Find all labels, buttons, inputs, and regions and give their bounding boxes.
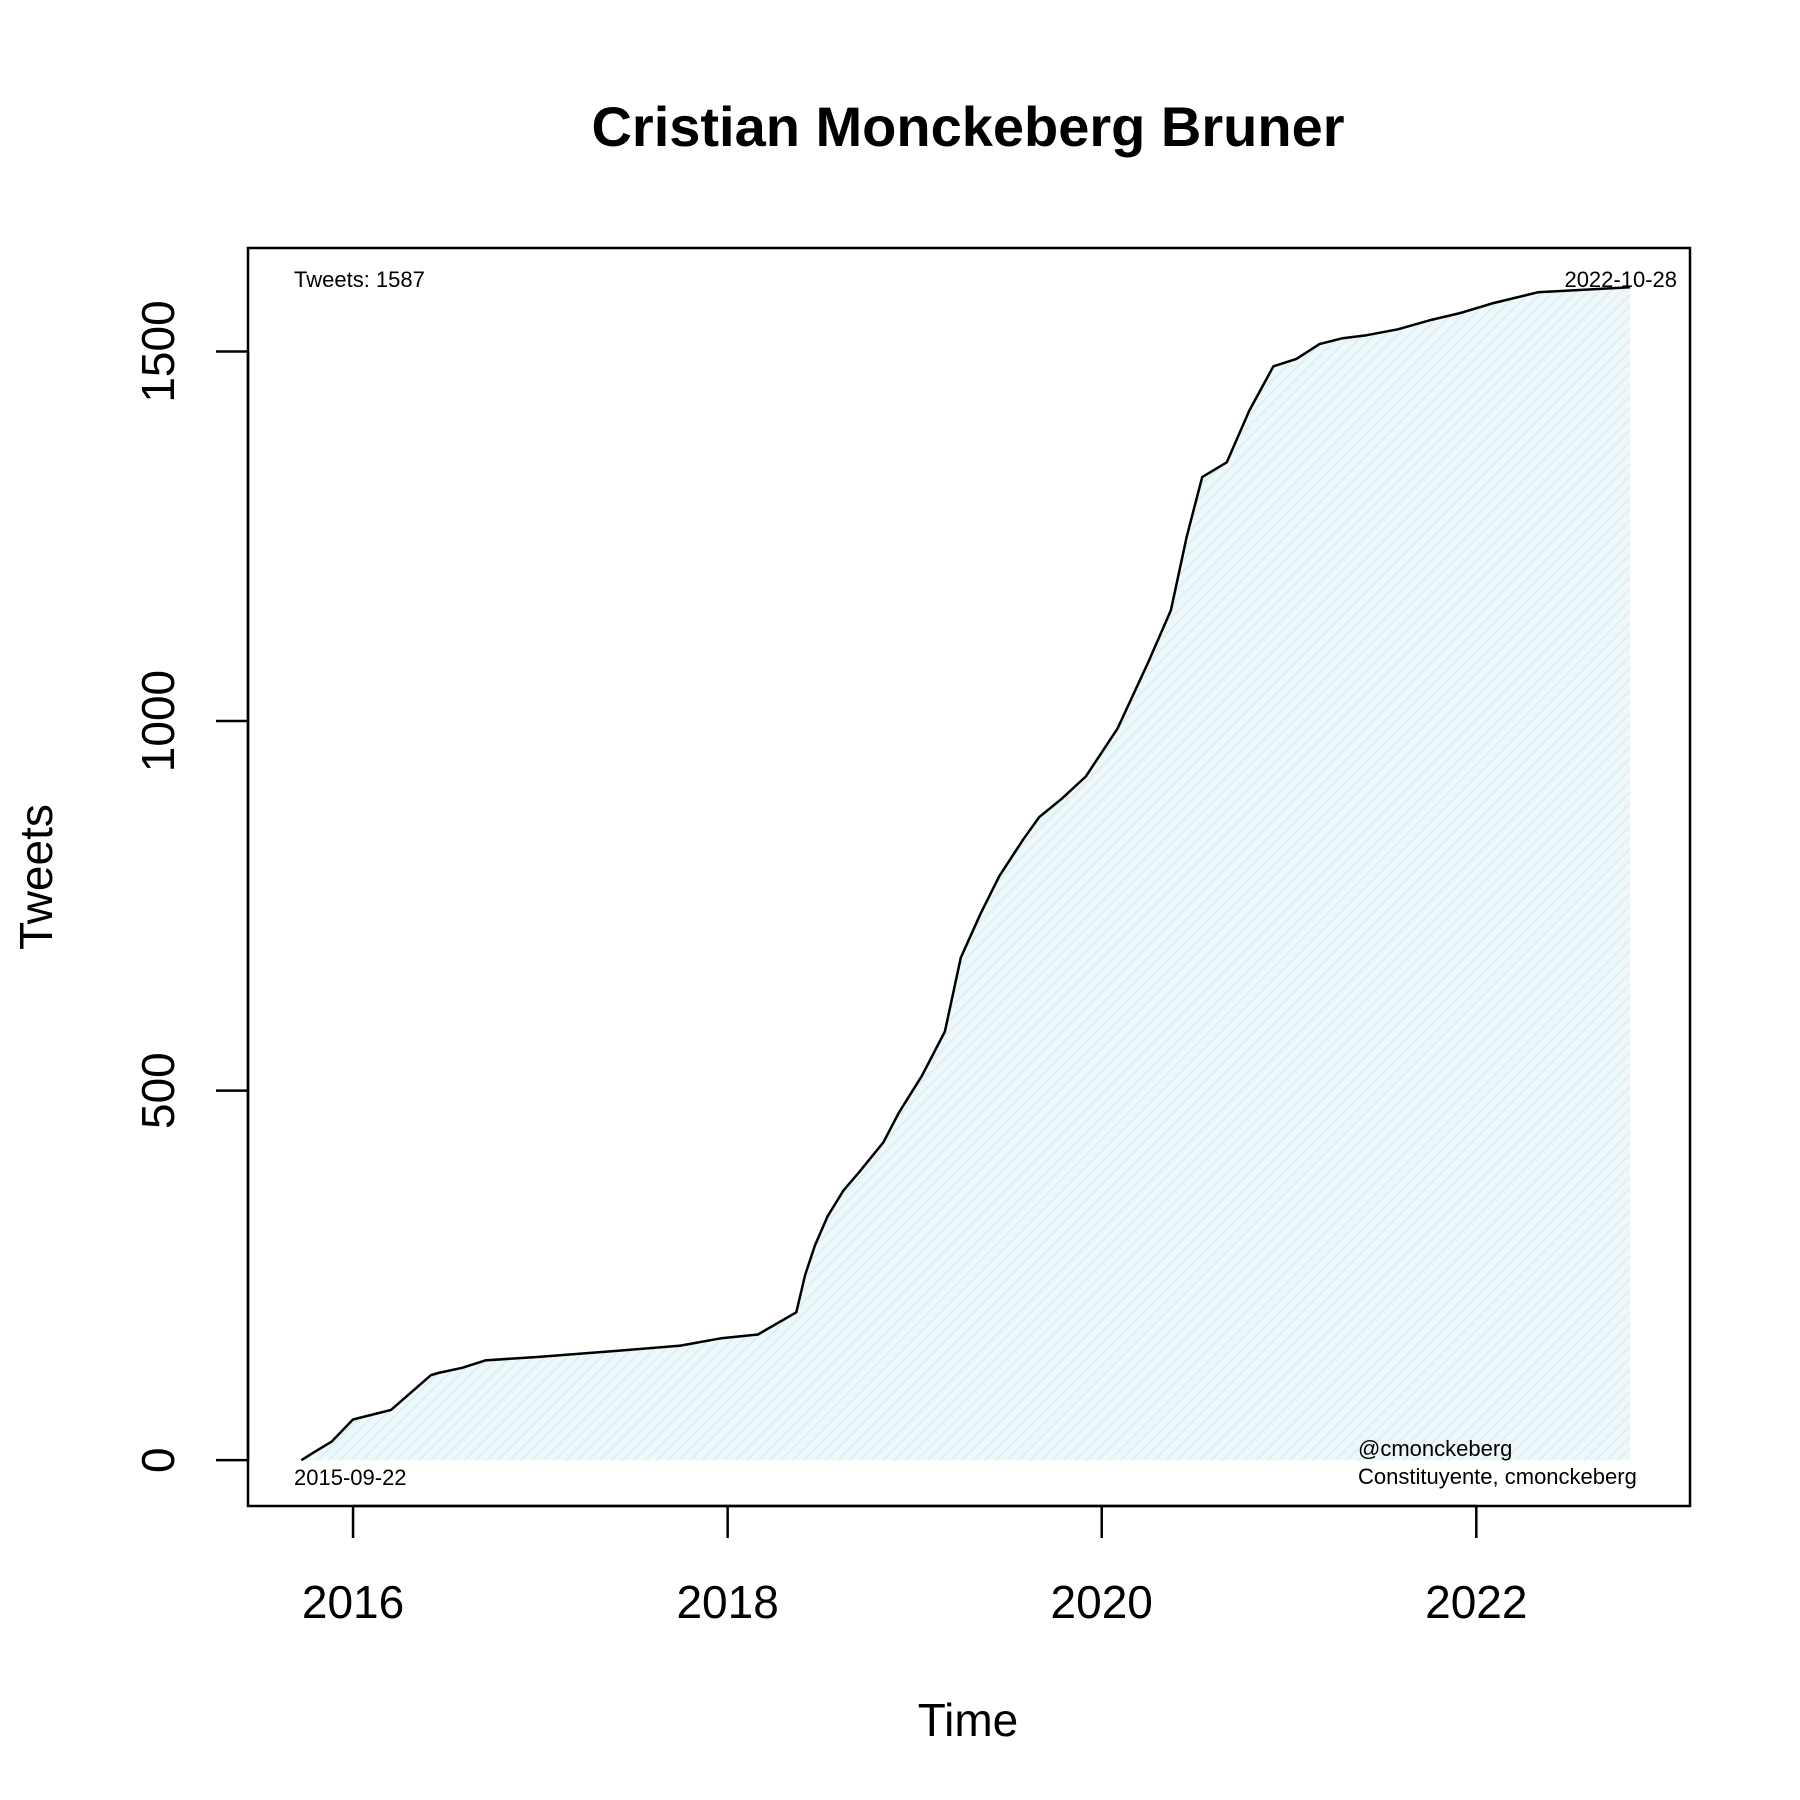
start-date-label: 2015-09-22 xyxy=(294,1465,407,1490)
handle-label: @cmonckeberg xyxy=(1358,1436,1512,1461)
y-axis: 0 500 1000 1500 xyxy=(132,300,250,1473)
series-line xyxy=(300,285,1631,1462)
chart-title: Cristian Monckeberg Bruner xyxy=(591,95,1344,158)
end-date-label: 2022-10-28 xyxy=(1564,267,1677,292)
y-axis-label: Tweets xyxy=(10,804,62,950)
description-label: Constituyente, cmonckeberg xyxy=(1358,1464,1637,1489)
plot-area xyxy=(246,246,1692,1508)
y-tick-label: 1500 xyxy=(132,300,184,402)
y-tick-label: 1000 xyxy=(132,670,184,772)
y-tick-label: 500 xyxy=(132,1052,184,1129)
x-tick-label: 2018 xyxy=(676,1576,778,1628)
x-axis-label: Time xyxy=(918,1694,1019,1746)
y-tick-label: 0 xyxy=(132,1447,184,1473)
x-axis: 2016 2018 2020 2022 xyxy=(302,1504,1527,1628)
x-tick-label: 2016 xyxy=(302,1576,404,1628)
x-tick-label: 2022 xyxy=(1425,1576,1527,1628)
tweet-count-label: Tweets: 1587 xyxy=(294,267,425,292)
area-fill xyxy=(301,287,1630,1461)
x-tick-label: 2020 xyxy=(1051,1576,1153,1628)
